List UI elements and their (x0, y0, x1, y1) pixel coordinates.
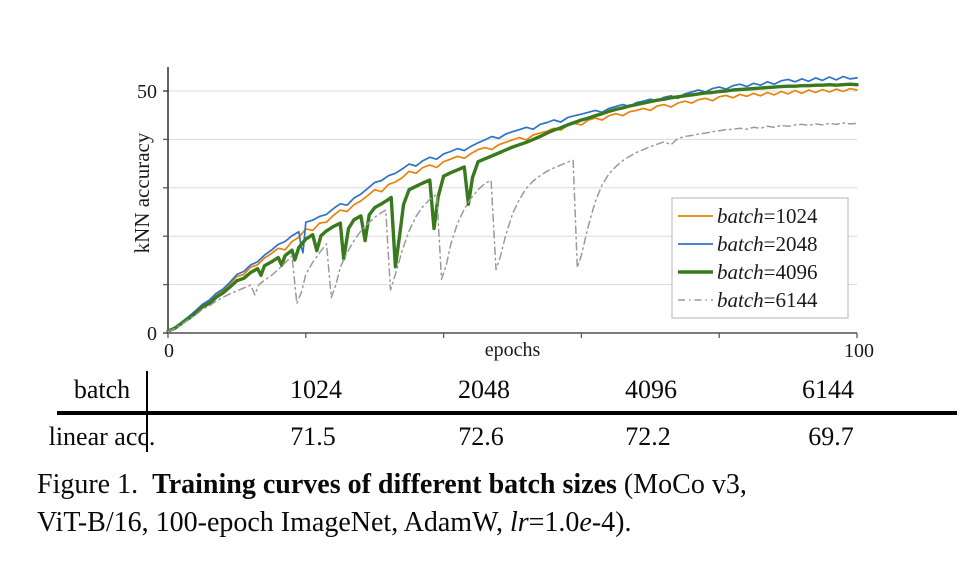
legend-label-batch-2048: batch=2048 (717, 232, 818, 256)
series-batch-1024 (167, 87, 858, 332)
table-vertical-divider (146, 371, 148, 452)
table-acc-1024: 71.5 (290, 422, 336, 451)
legend-label-batch-6144: batch=6144 (717, 288, 818, 312)
series-batch-4096 (166, 82, 859, 333)
caption-line1-tail: (MoCo v3, (616, 469, 747, 500)
caption-line2-pre: ViT-B/16, 100-epoch ImageNet, AdamW, (37, 507, 510, 538)
caption-line2-tail: -4). (591, 507, 632, 538)
series-batch-2048 (167, 75, 858, 332)
x-tick-label-0: 0 (164, 340, 174, 362)
legend-label-batch-1024: batch=1024 (717, 204, 818, 228)
table-row-linear-acc: linear acc. (48, 422, 156, 451)
y-tick-label-50: 50 (137, 81, 157, 103)
y-tick-label-0: 0 (147, 323, 157, 345)
caption-lr-italic: lr (509, 507, 529, 538)
table-batch-4096: 4096 (625, 375, 677, 404)
table-acc-6144: 69.7 (808, 422, 854, 451)
knn-accuracy-chart: 0 50 0 100 epochs kNN accuracy batch=1024 batch… (130, 67, 874, 362)
y-axis-label: kNN accuracy (130, 132, 154, 253)
x-tick-label-100: 100 (844, 340, 874, 362)
caption-e-italic: e (579, 507, 592, 538)
table-batch-2048: 2048 (458, 375, 510, 404)
table-horizontal-rule (57, 411, 957, 415)
chart-svg: 0 50 0 100 epochs kNN accuracy batch=1024 batch… (130, 67, 874, 362)
table-header-batch: batch (73, 375, 131, 404)
table-batch-6144: 6144 (802, 375, 854, 404)
figure-label: Figure 1. (37, 469, 139, 500)
legend-label-batch-4096: batch=4096 (717, 260, 818, 284)
legend-box (671, 197, 849, 319)
series-batch-6144 (167, 122, 858, 333)
table-acc-2048: 72.6 (458, 422, 504, 451)
table-batch-1024: 1024 (290, 375, 342, 404)
figure-caption: Figure 1. Training curves of different ba… (37, 466, 969, 542)
x-axis-label: epochs (485, 339, 541, 361)
caption-bold-title: Training curves of different batch sizes (152, 469, 617, 500)
table-acc-4096: 72.2 (625, 422, 671, 451)
caption-line2-mid: =1.0 (528, 507, 580, 538)
